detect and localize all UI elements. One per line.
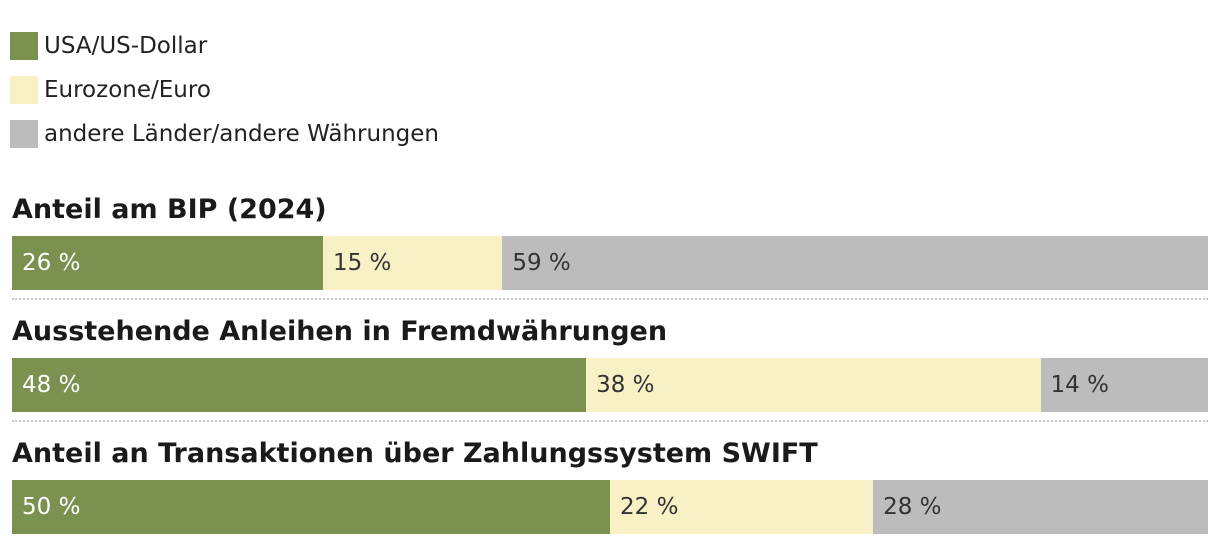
bar-segment-other: 28 % [873, 480, 1208, 534]
bar-value-label: 59 % [512, 250, 571, 276]
legend-item-usa: USA/US-Dollar [10, 24, 439, 68]
legend-swatch-other [10, 120, 38, 148]
legend-label-eurozone: Eurozone/Euro [44, 77, 211, 103]
legend-item-eurozone: Eurozone/Euro [10, 68, 439, 112]
legend-label-other: andere Länder/andere Währungen [44, 121, 439, 147]
bar-value-label: 48 % [22, 372, 81, 398]
bar-value-label: 15 % [332, 250, 392, 276]
bar-value-label: 38 % [596, 372, 655, 398]
bar-group-bip: Anteil am BIP (2024) 26 % 15 % 59 % [12, 190, 1208, 312]
divider [12, 420, 1208, 422]
bar-title-anleihen: Ausstehende Anleihen in Fremdwährungen [12, 316, 668, 347]
bar-segment-eurozone: 38 % [586, 358, 1041, 412]
bar-value-label: 22 % [620, 494, 679, 520]
bar-group-anleihen: Ausstehende Anleihen in Fremdwährungen 4… [12, 312, 1208, 434]
legend-item-other: andere Länder/andere Währungen [10, 112, 439, 156]
bar-value-label: 28 % [883, 494, 942, 520]
bar-value-label: 14 % [1050, 372, 1109, 398]
bar-title-bip: Anteil am BIP (2024) [12, 194, 327, 225]
bar-bip: 26 % 15 % 59 % [12, 236, 1208, 290]
divider [12, 298, 1208, 300]
bar-segment-eurozone: 22 % [610, 480, 874, 534]
legend-swatch-eurozone [10, 76, 38, 104]
bar-segment-usa: 50 % [12, 480, 610, 534]
legend: USA/US-Dollar Eurozone/Euro andere Lände… [10, 24, 439, 156]
bar-segment-other: 59 % [502, 236, 1208, 290]
bar-swift: 50 % 22 % 28 % [12, 480, 1208, 534]
bar-segment-eurozone: 15 % [322, 236, 503, 290]
bar-title-swift: Anteil an Transaktionen über Zahlungssys… [12, 438, 818, 469]
stacked-bar-chart: Anteil am BIP (2024) 26 % 15 % 59 % Ausste… [12, 190, 1208, 556]
bar-value-label: 26 % [22, 250, 81, 276]
bar-anleihen: 48 % 38 % 14 % [12, 358, 1208, 412]
bar-value-label: 50 % [22, 494, 81, 520]
bar-segment-usa: 48 % [12, 358, 587, 412]
bar-segment-other: 14 % [1040, 358, 1208, 412]
legend-swatch-usa [10, 32, 38, 60]
bar-group-swift: Anteil an Transaktionen über Zahlungssys… [12, 434, 1208, 556]
bar-segment-usa: 26 % [12, 236, 323, 290]
legend-label-usa: USA/US-Dollar [44, 33, 208, 59]
